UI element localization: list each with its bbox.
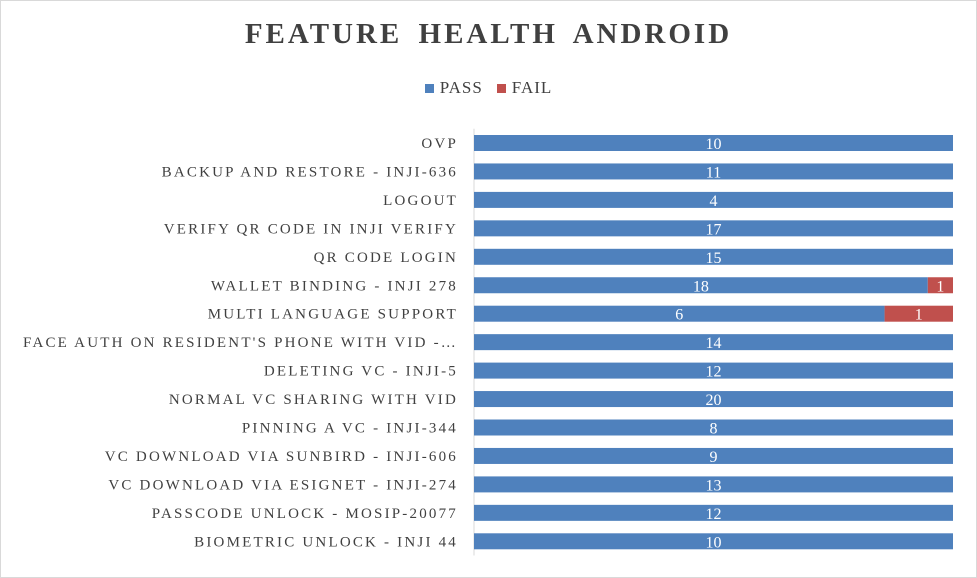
bar-fail-wallet-binding-inji-278 [927, 277, 953, 294]
data-label-pass-multi-language-support: 6 [675, 307, 683, 324]
legend-label-pass: PASS [439, 78, 483, 97]
data-label-pass-deleting-vc-inji-5: 12 [706, 364, 722, 381]
data-label-fail-multi-language-support: 1 [915, 307, 923, 324]
bar-pass-deleting-vc-inji-5 [474, 362, 953, 379]
category-label-biometric-unlock-inji-44: BIOMETRIC UNLOCK - INJI 44 [194, 534, 458, 550]
data-label-pass-face-auth-on-resident-s-phone-with-vid: 14 [706, 335, 722, 352]
data-label-pass-vc-download-via-sunbird-inji-606: 9 [710, 449, 718, 466]
data-label-pass-normal-vc-sharing-with-vid: 20 [706, 392, 722, 409]
bar-pass-vc-download-via-esignet-inji-274 [474, 476, 953, 493]
data-label-pass-passcode-unlock-mosip-20077: 12 [706, 506, 722, 523]
chart-title: FEATURE HEALTH ANDROID [244, 18, 733, 50]
bar-pass-qr-code-login [474, 248, 953, 265]
data-label-pass-wallet-binding-inji-278: 18 [693, 278, 709, 295]
legend: PASS FAIL [0, 78, 977, 98]
legend-item-pass: PASS [424, 78, 483, 98]
bar-pass-logout [474, 191, 953, 208]
bar-pass-pinning-a-vc-inji-344 [474, 419, 953, 436]
bar-pass-verify-qr-code-in-inji-verify [474, 220, 953, 237]
bar-pass-normal-vc-sharing-with-vid [474, 391, 953, 408]
category-label-verify-qr-code-in-inji-verify: VERIFY QR CODE IN INJI VERIFY [164, 221, 458, 237]
data-label-fail-wallet-binding-inji-278: 1 [936, 278, 944, 295]
bar-pass-ovp [474, 135, 953, 151]
category-label-backup-and-restore-inji-636: BACKUP AND RESTORE - INJI-636 [162, 164, 458, 180]
category-label-face-auth-on-resident-s-phone-with-vid: FACE AUTH ON RESIDENT'S PHONE WITH VID -… [23, 335, 458, 351]
category-label-deleting-vc-inji-5: DELETING VC - INJI-5 [264, 364, 458, 380]
bar-pass-passcode-unlock-mosip-20077 [474, 504, 953, 521]
legend-swatch-pass [424, 83, 434, 93]
data-label-pass-logout: 4 [710, 193, 718, 210]
data-label-pass-biometric-unlock-inji-44: 10 [706, 534, 722, 551]
legend-swatch-fail [496, 83, 506, 93]
data-label-pass-verify-qr-code-in-inji-verify: 17 [706, 221, 722, 238]
bar-pass-face-auth-on-resident-s-phone-with-vid [474, 334, 953, 351]
bar-pass-vc-download-via-sunbird-inji-606 [474, 447, 953, 464]
category-label-passcode-unlock-mosip-20077: PASSCODE UNLOCK - MOSIP-20077 [152, 506, 458, 522]
category-label-ovp: OVP [421, 136, 458, 152]
bar-pass-wallet-binding-inji-278 [474, 277, 928, 294]
category-label-vc-download-via-esignet-inji-274: VC DOWNLOAD VIA ESIGNET - INJI-274 [108, 477, 458, 493]
bar-pass-multi-language-support [474, 305, 885, 322]
category-label-pinning-a-vc-inji-344: PINNING A VC - INJI-344 [242, 421, 458, 437]
data-label-pass-ovp: 10 [706, 136, 722, 153]
bar-pass-biometric-unlock-inji-44 [474, 533, 953, 550]
bar-pass-backup-and-restore-inji-636 [474, 163, 953, 180]
category-label-logout: LOGOUT [383, 193, 458, 209]
data-label-pass-pinning-a-vc-inji-344: 8 [710, 421, 718, 438]
legend-item-fail: FAIL [496, 78, 553, 98]
category-label-wallet-binding-inji-278: WALLET BINDING - INJI 278 [211, 278, 458, 294]
category-label-vc-download-via-sunbird-inji-606: VC DOWNLOAD VIA SUNBIRD - INJI-606 [105, 449, 458, 465]
category-label-qr-code-login: QR CODE LOGIN [314, 250, 458, 266]
legend-label-fail: FAIL [511, 78, 553, 97]
category-label-normal-vc-sharing-with-vid: NORMAL VC SHARING WITH VID [169, 392, 458, 408]
data-label-pass-qr-code-login: 15 [706, 250, 722, 267]
category-label-multi-language-support: MULTI LANGUAGE SUPPORT [208, 307, 458, 323]
data-label-pass-vc-download-via-esignet-inji-274: 13 [706, 477, 722, 494]
data-label-pass-backup-and-restore-inji-636: 11 [706, 164, 721, 181]
bar-fail-multi-language-support [884, 305, 953, 322]
